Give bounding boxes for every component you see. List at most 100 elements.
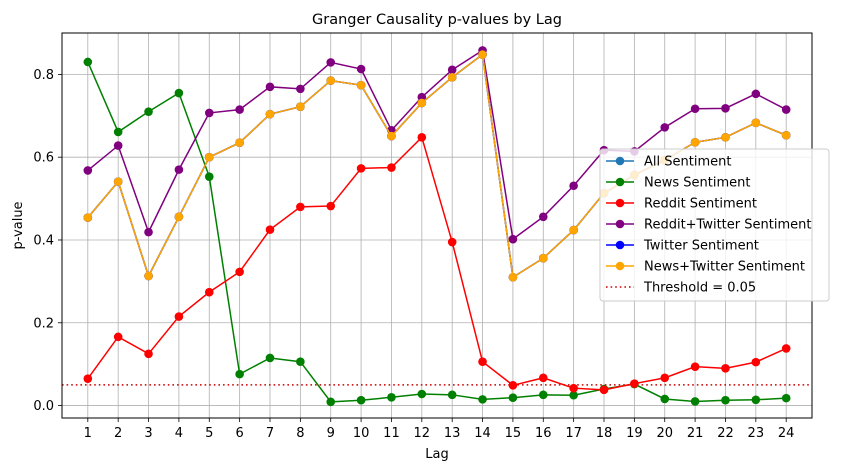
data-point — [508, 393, 518, 403]
legend-label: All Sentiment — [644, 155, 731, 170]
data-point — [447, 390, 457, 400]
x-tick-label: 8 — [296, 426, 304, 441]
data-point — [690, 104, 700, 114]
data-point — [721, 104, 730, 113]
x-tick-label: 20 — [656, 426, 673, 441]
y-axis-label: p-value — [11, 201, 26, 249]
x-tick-label: 22 — [717, 426, 734, 441]
data-point — [721, 133, 730, 142]
data-point — [174, 165, 184, 174]
legend-item: Reddit+Twitter Sentiment — [606, 218, 811, 233]
data-point — [538, 390, 548, 400]
series-line — [87, 135, 787, 391]
data-point — [599, 385, 609, 395]
data-point — [478, 395, 487, 404]
data-point — [356, 80, 366, 90]
data-point — [751, 357, 761, 367]
data-point — [296, 202, 305, 212]
data-point — [144, 227, 153, 237]
series-reddit-sentiment — [83, 133, 791, 395]
data-point — [538, 212, 548, 222]
data-point — [538, 373, 548, 383]
data-point — [690, 137, 700, 147]
data-point — [356, 395, 366, 405]
x-tick-label: 14 — [474, 426, 491, 441]
data-point — [265, 225, 275, 234]
data-point — [113, 332, 123, 342]
legend-label: News+Twitter Sentiment — [644, 260, 805, 275]
data-point — [508, 234, 518, 244]
x-tick-label: 4 — [175, 426, 183, 441]
data-point — [144, 271, 153, 281]
legend-marker — [615, 156, 625, 166]
data-point — [144, 349, 153, 359]
data-point — [204, 108, 214, 118]
x-tick-label: 1 — [84, 426, 92, 441]
data-point — [235, 369, 244, 379]
data-point — [721, 395, 730, 405]
data-point — [417, 389, 427, 399]
series-reddit-twitter-sentiment — [83, 46, 791, 244]
data-point — [235, 105, 244, 114]
data-point — [204, 152, 214, 162]
data-point — [174, 312, 184, 321]
series-line — [87, 61, 787, 403]
data-point — [265, 109, 275, 119]
data-point — [751, 89, 761, 99]
data-point — [387, 131, 396, 141]
data-point — [690, 397, 700, 406]
data-point — [296, 84, 305, 94]
data-point — [478, 357, 487, 366]
data-point — [417, 133, 427, 142]
data-point — [569, 383, 578, 393]
legend-marker — [615, 240, 625, 250]
data-point — [569, 225, 578, 235]
data-point — [296, 102, 305, 111]
data-point — [326, 201, 336, 211]
chart-title: Granger Causality p-values by Lag — [312, 12, 562, 28]
legend-item: News+Twitter Sentiment — [606, 260, 805, 275]
legend: All Sentiment News Sentiment Reddit Sentim… — [599, 148, 830, 302]
data-point — [356, 164, 366, 173]
x-tick-label: 15 — [505, 426, 522, 441]
data-point — [569, 181, 578, 191]
legend-label: Reddit+Twitter Sentiment — [644, 218, 811, 233]
data-point — [83, 213, 93, 222]
y-tick-label: 0.2 — [33, 316, 54, 331]
x-tick-label: 13 — [444, 426, 461, 441]
data-point — [326, 58, 336, 67]
data-point — [447, 237, 457, 247]
data-point — [265, 82, 275, 92]
data-point — [538, 253, 548, 263]
data-point — [417, 98, 427, 108]
data-point — [113, 177, 123, 186]
legend-label: Reddit Sentiment — [644, 197, 757, 212]
x-tick-label: 18 — [596, 426, 613, 441]
legend-marker — [615, 177, 625, 187]
series-news-sentiment — [83, 57, 791, 407]
x-axis-label: Lag — [425, 447, 448, 462]
data-point — [113, 127, 123, 137]
data-point — [630, 379, 639, 388]
x-axis: 1 2 3 4 5 6 7 8 9 10 11 12 13 14 15 16 17 18 19 20 21 22 23 24 — [84, 418, 794, 441]
data-point — [83, 166, 93, 175]
data-point — [174, 88, 184, 98]
data-point — [569, 390, 578, 400]
x-tick-label: 6 — [235, 426, 243, 441]
data-point — [781, 130, 791, 140]
data-point — [296, 357, 305, 366]
data-point — [781, 105, 791, 114]
x-tick-label: 19 — [626, 426, 643, 441]
data-point — [235, 138, 244, 148]
x-tick-label: 7 — [266, 426, 274, 441]
x-tick-label: 12 — [414, 426, 431, 441]
x-tick-label: 2 — [114, 426, 122, 441]
data-point — [387, 393, 396, 402]
data-point — [387, 163, 396, 172]
data-point — [326, 76, 336, 85]
data-point — [174, 212, 184, 222]
x-tick-label: 11 — [383, 426, 400, 441]
legend-label: Threshold = 0.05 — [643, 281, 756, 296]
legend-marker — [615, 219, 625, 229]
